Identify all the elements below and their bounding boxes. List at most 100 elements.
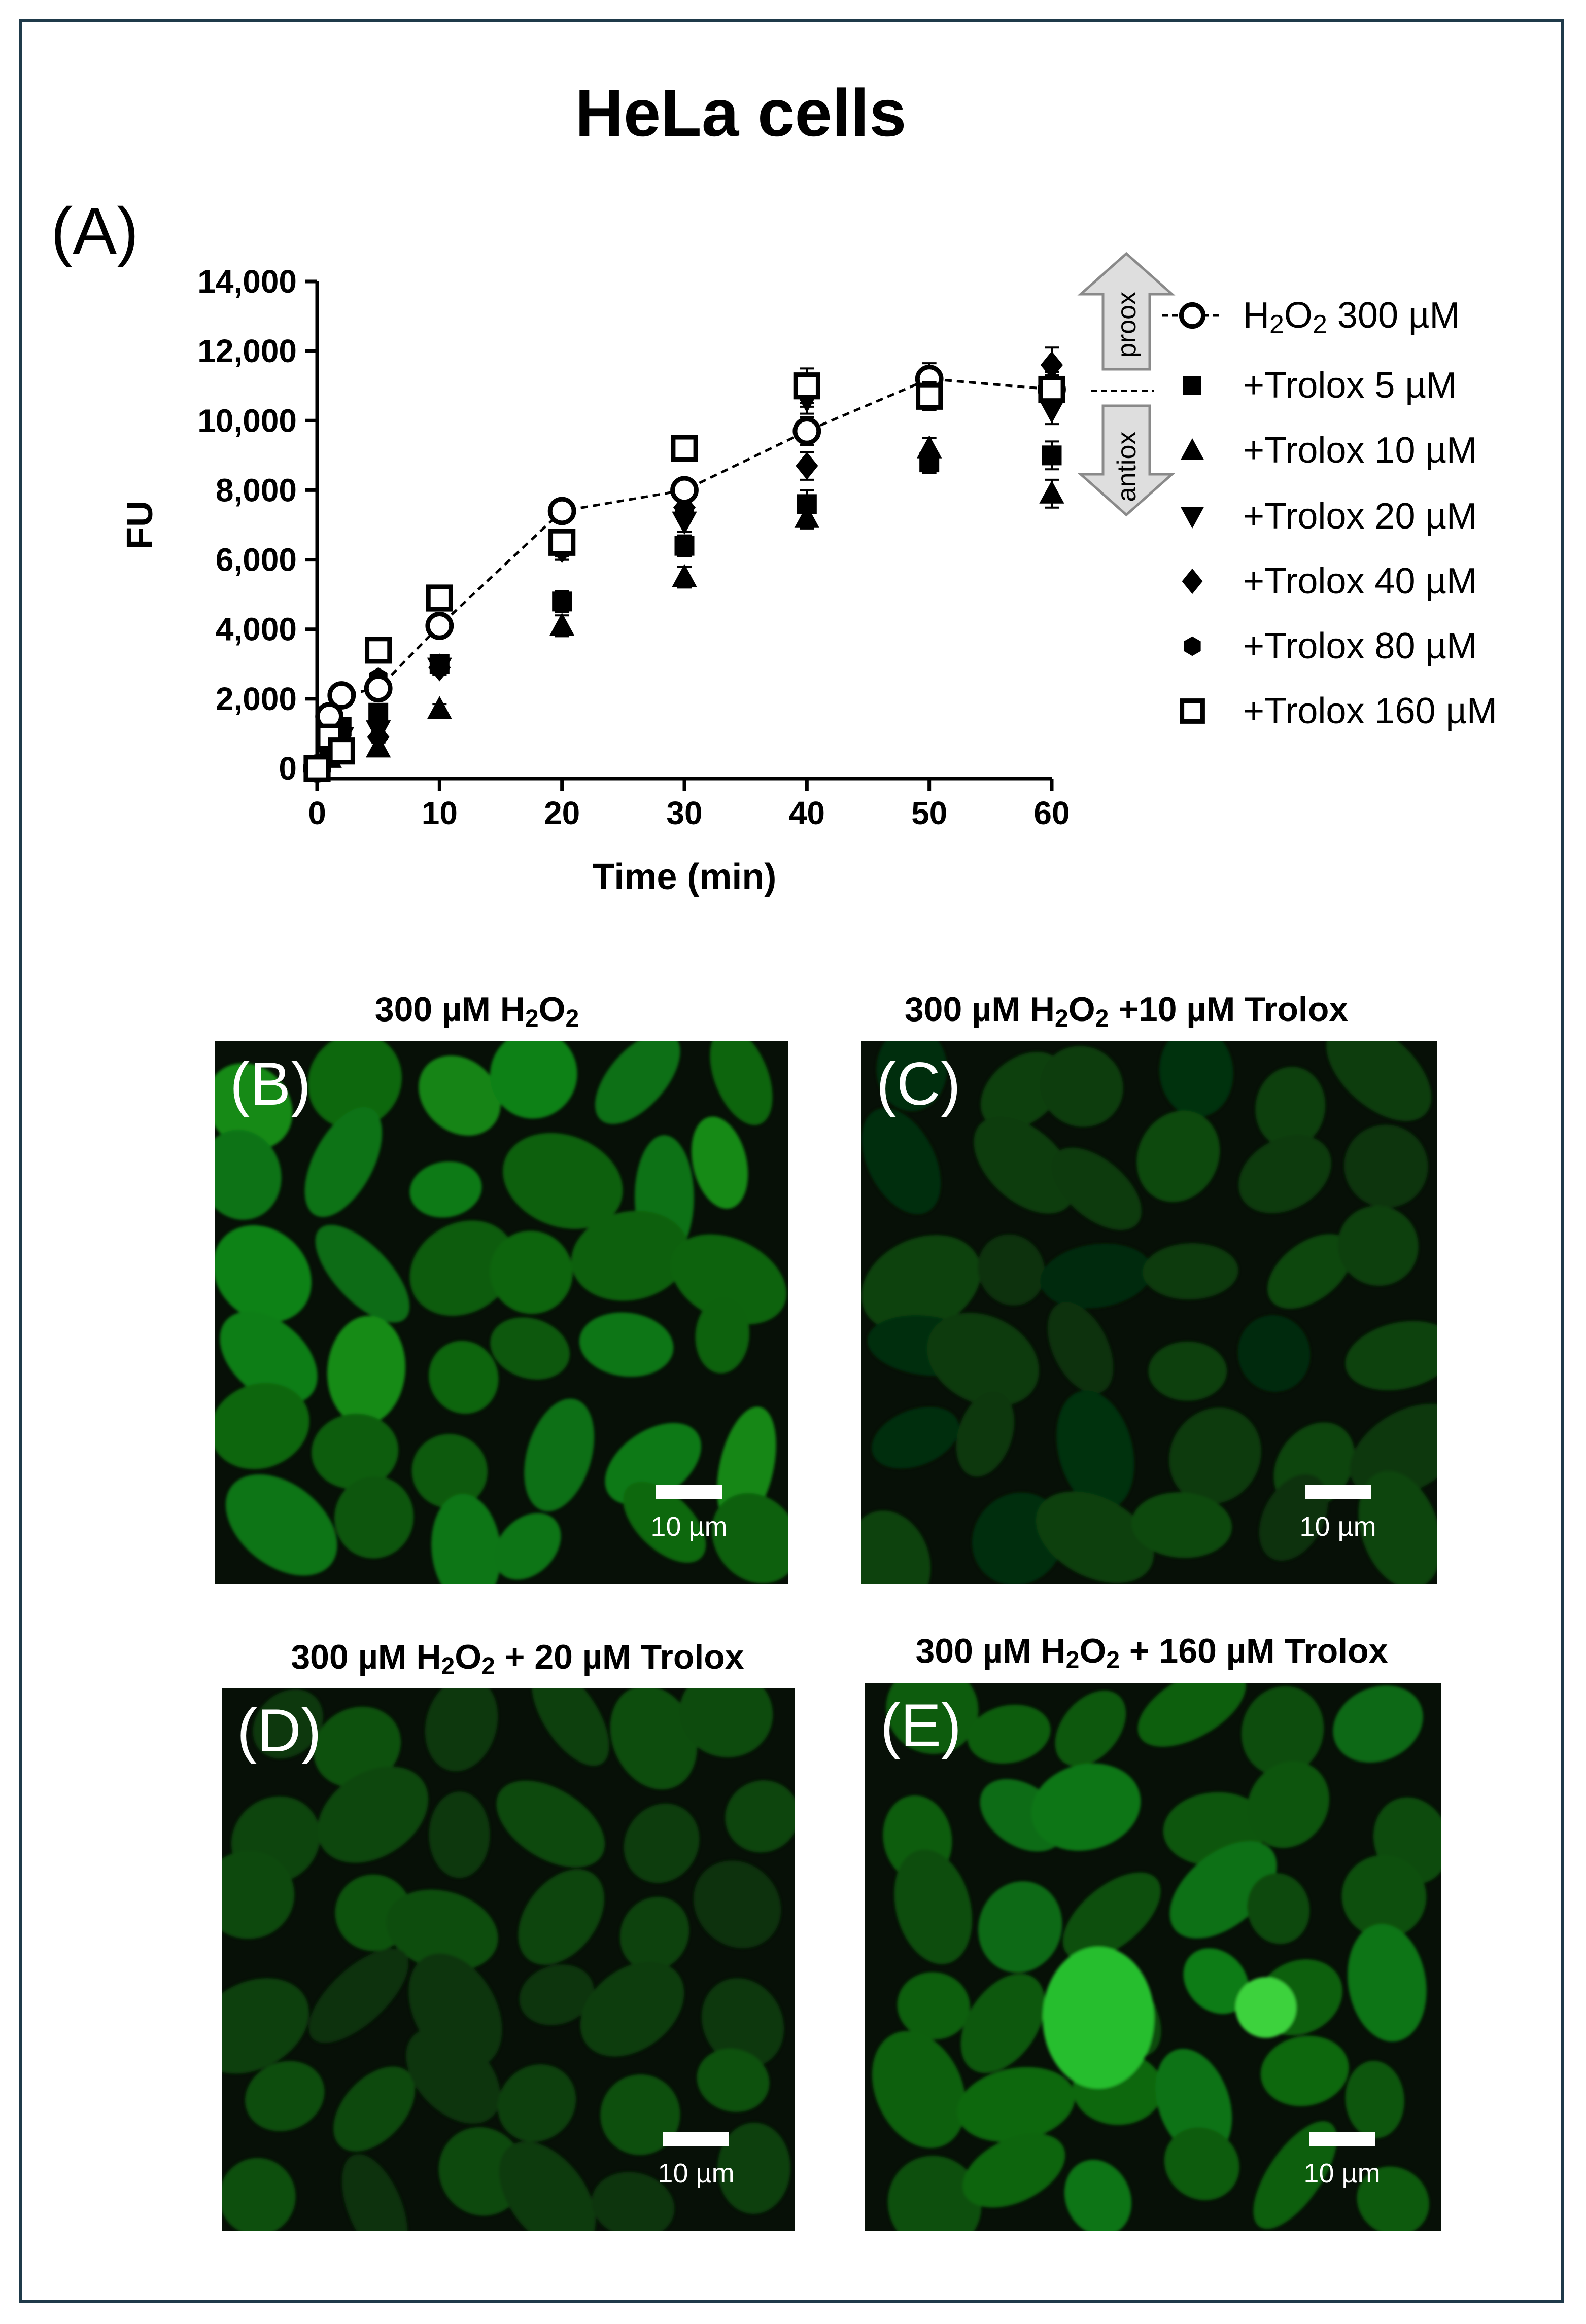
cell [861,1235,981,1333]
data-point [1179,302,1206,329]
cell [1143,1243,1238,1300]
x-tick-label: 50 [911,795,947,831]
cell [220,1311,318,1404]
scale-bar [1305,1485,1371,1499]
cell [691,1116,748,1209]
cell [409,1161,482,1218]
cell [313,1706,401,1787]
chart-axes: 0 2,000 4,000 6,000 8,000 10,000 12,000 14,000 0… [120,263,1070,897]
cell [1255,1067,1326,1148]
y-tick-label: 14,000 [197,263,297,300]
cell [1253,2121,1337,2229]
cell [1036,1491,1154,1583]
micrograph-panel: 300 µM H2O2 (B) 10 µm [215,990,788,1584]
cell [693,1860,781,1949]
cell [253,1689,323,1759]
cell-layer [872,1683,1441,2231]
panel-a-label: (A) [51,194,139,268]
cell [697,2048,770,2112]
cell [876,1041,947,1111]
cell [1056,1390,1134,1510]
antiox-label: antiox [1112,432,1142,502]
cell [1137,1683,1246,1747]
data-point [425,611,454,640]
cell [312,1413,399,1489]
data-point [552,591,572,612]
cell [490,1317,570,1380]
micrograph-title: 300 µM H2O2 [375,990,579,1032]
x-axis-title: Time (min) [593,857,777,897]
cell [711,1493,788,1583]
micrograph-label: (D) [237,1697,322,1765]
cell [1247,1873,1310,1944]
scale-bar-label: 10 µm [1303,2158,1380,2189]
data-point [670,476,699,505]
cell [1348,1924,1427,2042]
cell [679,1688,773,1757]
cell [956,1391,1015,1477]
micrograph-title: 300 µM H2O2 +10 µM Trolox [905,990,1349,1032]
bright-cell [1043,1947,1154,2089]
cell [215,1130,282,1220]
cell [580,1961,684,2057]
cell [710,1041,773,1125]
series-6 [303,367,1065,782]
scale-bar [1309,2132,1375,2146]
cell [519,1964,594,2025]
scale-bar [656,1485,722,1499]
data-point [549,612,575,636]
micrograph-panels: 300 µM H2O2(B)10 µm 300 µM H2O2 +10 µM Tr… [215,990,1441,2231]
data-point [672,564,697,587]
cell [317,1766,429,1863]
cell [1040,1046,1123,1127]
micrograph-label: (E) [880,1692,961,1759]
cell [406,2028,501,2124]
cell [960,1974,1045,2073]
cell [494,1513,561,1580]
data-point [671,435,698,462]
cell [619,1896,689,1971]
cell [1031,1763,1141,1851]
cell [1159,1041,1233,1117]
data-point [1181,438,1204,460]
cell [1237,1315,1311,1392]
cell [425,1688,498,1772]
cell [1358,1471,1437,1584]
data-point [1181,507,1204,529]
data-point [427,696,453,719]
legend-label: +Trolox 160 µM [1243,691,1497,731]
cell [861,1510,931,1584]
cell [308,1948,409,2043]
legend-label: +Trolox 10 µM [1243,430,1477,471]
up-arrow [1077,252,1176,371]
cell [725,1780,795,1853]
cell [967,1704,1051,1764]
data-point [364,674,393,703]
scale-bar [663,2132,729,2146]
cell [1326,1041,1432,1121]
cell [490,1230,573,1314]
cell [496,1780,605,1868]
legend-label: +Trolox 40 µM [1243,561,1477,602]
micrograph-title: 300 µM H2O2 + 20 µM Trolox [291,1638,744,1680]
cell-layer [215,1041,788,1584]
data-point [1039,400,1064,424]
cell [1055,1691,1126,1767]
data-point [547,497,576,525]
cell [887,2156,982,2231]
cell [1345,2060,1404,2138]
data-point [367,723,390,751]
cell [610,1688,697,1790]
y-tick-label: 6,000 [216,542,297,578]
cell [304,1107,383,1217]
cell [592,2172,675,2231]
cell [341,2154,408,2231]
cell [1047,1302,1114,1394]
cell [1238,1135,1331,1213]
y-tick-label: 8,000 [216,472,297,508]
cell [872,1406,959,1469]
cell [886,1683,979,1754]
cell [595,1041,680,1124]
y-tick-label: 2,000 [216,681,297,717]
